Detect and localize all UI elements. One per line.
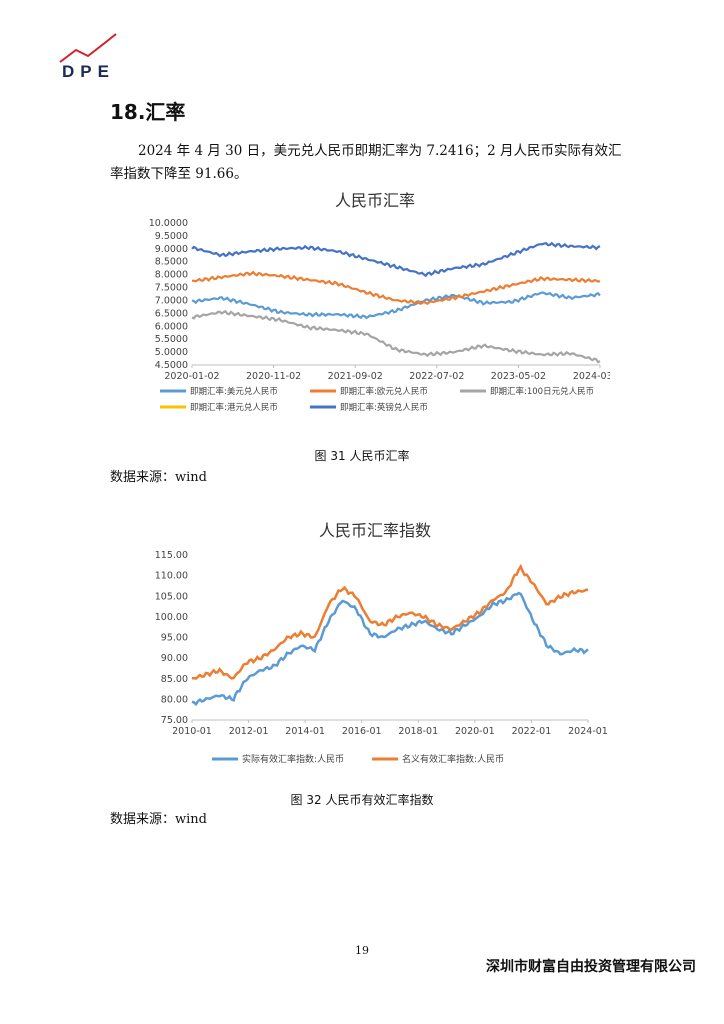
series-line xyxy=(191,309,601,364)
series-line xyxy=(191,591,589,707)
y-tick-label: 85.00 xyxy=(161,674,188,685)
x-tick-label: 2012-01 xyxy=(229,726,269,737)
y-tick-label: 115.00 xyxy=(155,550,188,561)
page-number: 19 xyxy=(355,944,369,957)
x-tick-label: 2022-07-02 xyxy=(409,371,464,382)
y-tick-label: 4.5000 xyxy=(155,360,188,371)
y-tick-label: 5.5000 xyxy=(155,334,188,345)
section-title: 18.汇率 xyxy=(110,100,186,124)
x-tick-label: 2020-01-02 xyxy=(164,371,219,382)
series-line xyxy=(191,563,589,680)
y-tick-label: 5.0000 xyxy=(155,347,188,358)
y-tick-label: 90.00 xyxy=(161,653,188,664)
legend-label: 即期汇率:100日元兑人民币 xyxy=(490,386,594,397)
x-tick-label: 2020-11-02 xyxy=(246,371,301,382)
chart-rmb-exchange-rate: 人民币汇率 10.0000 9.5000 9.0000 8.5000 8.0000 7.5… xyxy=(140,185,610,415)
chart2-source: 数据来源：wind xyxy=(110,812,207,827)
x-tick-label: 2014-01 xyxy=(285,726,325,737)
y-tick-label: 8.5000 xyxy=(155,257,188,268)
y-tick-label: 7.5000 xyxy=(155,283,188,294)
legend-label: 即期汇率:英镑兑人民币 xyxy=(340,402,428,413)
chart-rmb-effective-index: 人民币汇率指数 115.00 110.00 105.00 100.00 95.00 90.… xyxy=(140,515,610,775)
x-tick-label: 2022-01 xyxy=(512,726,552,737)
y-tick-label: 105.00 xyxy=(155,591,188,602)
x-tick-label: 2024-03-0? xyxy=(573,371,610,382)
x-tick-label: 2023-05-02 xyxy=(491,371,546,382)
legend-label: 名义有效汇率指数:人民币 xyxy=(402,753,504,765)
y-tick-label: 9.0000 xyxy=(155,244,188,255)
x-tick-label: 2021-09-02 xyxy=(328,371,383,382)
legend-label: 即期汇率:美元兑人民币 xyxy=(190,386,278,397)
x-tick-label: 2016-01 xyxy=(342,726,382,737)
logo-trend-icon xyxy=(59,33,117,63)
y-tick-label: 110.00 xyxy=(155,571,188,582)
summary-paragraph: 2024 年 4 月 30 日，美元兑人民币即期汇率为 7.2416；2 月人民… xyxy=(110,143,622,182)
logo-text: DPE xyxy=(62,62,115,81)
chart2-title: 人民币汇率指数 xyxy=(318,521,431,540)
y-tick-label: 100.00 xyxy=(155,612,188,623)
y-tick-label: 8.0000 xyxy=(155,270,188,281)
legend-label: 即期汇率:港元兑人民币 xyxy=(190,402,278,413)
series-line xyxy=(191,270,601,306)
chart1-source: 数据来源：wind xyxy=(110,470,207,485)
x-tick-label: 2010-01 xyxy=(172,726,212,737)
y-tick-label: 10.0000 xyxy=(149,218,188,229)
y-tick-label: 80.00 xyxy=(161,694,188,705)
y-tick-label: 9.5000 xyxy=(155,231,188,242)
x-tick-label: 2024-01 xyxy=(568,726,608,737)
x-tick-label: 2020-01 xyxy=(455,726,495,737)
y-tick-label: 6.0000 xyxy=(155,321,188,332)
chart1-svg: 10.0000 9.5000 9.0000 8.5000 8.0000 7.50007.0… xyxy=(149,218,610,413)
legend-label: 即期汇率:欧元兑人民币 xyxy=(340,386,428,397)
y-tick-label: 75.00 xyxy=(161,715,188,726)
y-tick-label: 95.00 xyxy=(161,633,188,644)
y-tick-label: 7.0000 xyxy=(155,295,188,306)
series-line xyxy=(191,241,601,278)
legend-label: 实际有效汇率指数:人民币 xyxy=(242,753,344,765)
chart2-svg: 115.00 110.00 105.00 100.00 95.00 90.00 85.00 8… xyxy=(155,550,608,765)
company-logo xyxy=(59,33,117,63)
chart2-caption: 图 32 人民币有效汇率指数 xyxy=(290,793,434,807)
series-line xyxy=(191,291,601,320)
company-name: 深圳市财富自由投资管理有限公司 xyxy=(486,959,696,975)
x-tick-label: 2018-01 xyxy=(398,726,438,737)
chart1-title: 人民币汇率 xyxy=(334,191,415,210)
chart1-caption: 图 31 人民币汇率 xyxy=(314,449,410,463)
y-tick-label: 6.5000 xyxy=(155,308,188,319)
